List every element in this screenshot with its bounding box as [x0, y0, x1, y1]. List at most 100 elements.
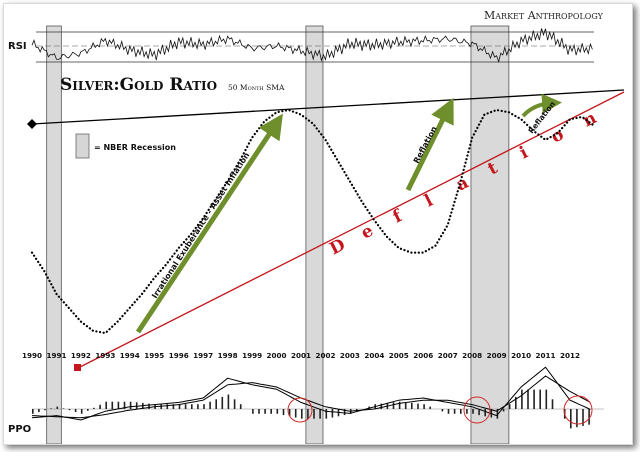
resistance-line: [31, 89, 625, 125]
x-tick-label: 2007: [438, 351, 458, 360]
x-tick-label: 2005: [389, 351, 409, 360]
ppo-signal-line: [31, 375, 591, 419]
ppo-bar: [417, 403, 419, 409]
ppo-bar: [191, 404, 193, 409]
ppo-bar: [570, 409, 572, 429]
ppo-bar: [521, 389, 523, 409]
ppo-bar: [172, 404, 175, 409]
ppo-bar: [423, 404, 425, 409]
ppo-bar: [105, 401, 107, 409]
ppo-bar: [111, 401, 114, 409]
ppo-bar: [68, 409, 71, 411]
ppo-bar: [62, 408, 65, 409]
x-tick-label: 1995: [144, 351, 164, 360]
deflation-letter: D: [326, 235, 348, 260]
x-tick-label: 2011: [536, 351, 556, 360]
ppo-bar: [32, 409, 34, 414]
deflation-letter: n: [580, 108, 600, 131]
x-tick-label: 1996: [169, 351, 189, 360]
ppo-bar: [294, 409, 297, 418]
ppo-bar: [99, 404, 101, 409]
brand-label: Market Anthropology: [484, 9, 604, 22]
chart-title: Silver:Gold Ratio: [60, 75, 217, 95]
ppo-bar: [411, 402, 413, 409]
ppo-bar: [313, 409, 315, 419]
x-tick-label: 2012: [560, 351, 580, 360]
x-tick-label: 2006: [413, 351, 433, 360]
ppo-bar: [74, 409, 77, 412]
ppo-bar: [44, 409, 46, 411]
ppo-bar: [276, 409, 279, 414]
ppo-bar: [50, 408, 52, 409]
ppo-bar: [466, 409, 468, 414]
recession-bands: [46, 25, 510, 444]
bull-arrow-label: Irrational Exuberance - Asset Inflation: [150, 151, 251, 300]
ppo-bar: [398, 401, 401, 409]
ppo-bar: [184, 404, 187, 409]
legend-swatch: [75, 133, 90, 159]
ppo-bar: [582, 409, 584, 426]
ppo-bar: [392, 402, 395, 409]
reflation-arrow-1: [405, 97, 454, 192]
chart-frame: RSI Market Anthropology Silver:Gold Rati…: [3, 3, 633, 445]
ppo-bar: [282, 409, 285, 416]
ppo-circle-2008: [463, 396, 491, 424]
recession-band-2: [470, 25, 510, 444]
chart-svg: RSI Market Anthropology Silver:Gold Rati…: [8, 9, 625, 444]
ppo-bar: [87, 409, 89, 411]
ppo-bar: [508, 404, 511, 409]
ppo-bar: [453, 409, 456, 414]
ppo-circle-2012: [563, 395, 593, 425]
ppo-bar: [496, 409, 499, 419]
ppo-bar: [123, 401, 126, 409]
ppo-bar: [56, 406, 59, 409]
x-axis: 1990 1991 1992 1993 1994 1995 1996 1997 1998 1999…: [22, 351, 580, 360]
x-tick-label: 2009: [487, 351, 507, 360]
ppo-bar: [38, 409, 40, 412]
ppo-bar: [209, 401, 211, 409]
deflation-letter: e: [358, 221, 377, 244]
ppo-bar: [166, 404, 169, 409]
rsi-line: [31, 28, 593, 64]
ppo-bar: [319, 409, 321, 419]
ppo-label: PPO: [8, 424, 31, 435]
ppo-bar: [533, 389, 535, 409]
deflation-letter: i: [516, 142, 531, 163]
x-tick-label: 2008: [462, 351, 482, 360]
ppo-bar: [270, 409, 272, 414]
ppo-bar: [551, 399, 554, 409]
x-tick-label: 1997: [193, 351, 213, 360]
ppo-bar: [307, 409, 309, 419]
x-tick-label: 2004: [364, 351, 384, 360]
deflation-start-marker: [74, 364, 81, 371]
x-tick-label: 1999: [242, 351, 262, 360]
resistance-diamond: [27, 119, 37, 129]
ppo-bar: [215, 399, 217, 409]
ppo-bar: [264, 409, 266, 414]
deflation-letter: a: [453, 173, 472, 196]
x-tick-label: 2001: [291, 351, 311, 360]
ppo-bar: [93, 407, 95, 409]
ppo-bar: [221, 396, 224, 409]
x-tick-label: 1992: [71, 351, 91, 360]
x-tick-label: 1991: [46, 351, 66, 360]
ppo-bar: [233, 399, 236, 409]
ppo-bar: [460, 409, 462, 414]
ppo-panel: PPO: [8, 366, 604, 435]
rsi-label: RSI: [8, 41, 27, 52]
ppo-bar: [80, 409, 83, 414]
ppo-bar: [539, 389, 541, 409]
x-tick-label: 1990: [22, 351, 42, 360]
ppo-bar: [588, 409, 590, 425]
x-tick-label: 1993: [95, 351, 115, 360]
ppo-bar: [301, 409, 303, 419]
series-line-silver-gold: [30, 108, 596, 335]
rsi-panel: RSI: [8, 28, 594, 64]
ppo-bar: [129, 401, 132, 409]
recession-band-1: [305, 25, 324, 444]
ppo-bar: [197, 404, 199, 409]
legend-label: = NBER Recession: [94, 143, 176, 152]
deflation-line: [77, 91, 625, 369]
ppo-bar: [447, 409, 450, 414]
chart-subtitle: 50 Month SMA: [228, 83, 285, 92]
